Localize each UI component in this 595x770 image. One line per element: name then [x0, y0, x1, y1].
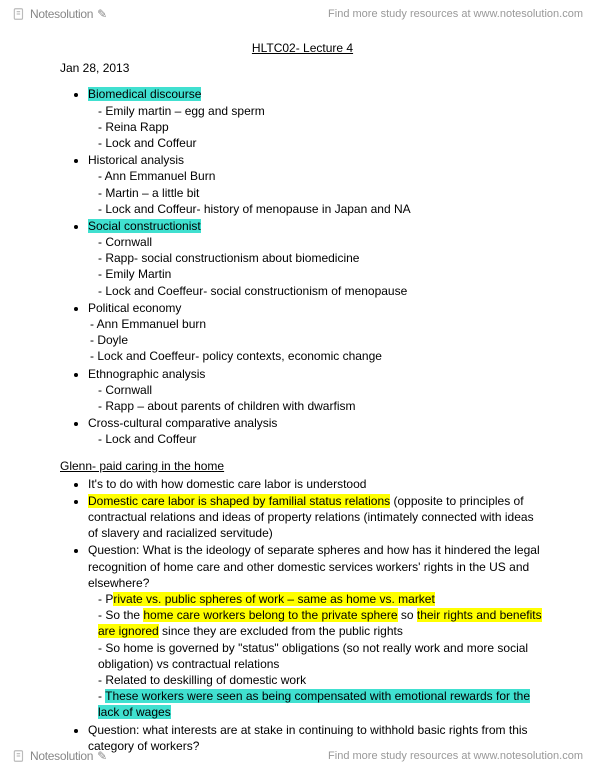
list-item: Question: What is the ideology of separa…: [88, 542, 545, 720]
note-icon: [12, 7, 26, 21]
sub-item: So home is governed by "status" obligati…: [98, 640, 545, 672]
footer-bar: Notesolution ✎ Find more study resources…: [0, 742, 595, 770]
list-item: Social constructionist Cornwall Rapp- so…: [88, 218, 545, 299]
text: Question: What is the ideology of separa…: [88, 543, 540, 589]
sub-item: Lock and Coffeur: [98, 431, 545, 447]
pencil-icon: ✎: [97, 749, 107, 763]
sub-item: Cornwall: [98, 382, 545, 398]
sub-item: Lock and Coffeur- history of menopause i…: [98, 201, 545, 217]
sub-item: Ann Emmanuel burn: [90, 316, 545, 332]
document-body: HLTC02- Lecture 4 Jan 28, 2013 Biomedica…: [60, 40, 545, 730]
list-item: Cross-cultural comparative analysis Lock…: [88, 415, 545, 447]
sub-item: So the home care workers belong to the p…: [98, 607, 545, 639]
list-item: Historical analysis Ann Emmanuel Burn Ma…: [88, 152, 545, 217]
highlighted-text: Biomedical discourse: [88, 87, 201, 101]
footer-promo: Find more study resources at www.notesol…: [328, 750, 583, 762]
highlighted-text: rivate vs. public spheres of work – same…: [113, 592, 434, 606]
highlighted-text: These workers were seen as being compens…: [98, 689, 530, 719]
text: so: [398, 608, 417, 622]
highlighted-text: Social constructionist: [88, 219, 201, 233]
doc-title: HLTC02- Lecture 4: [60, 40, 545, 56]
sub-item: Reina Rapp: [98, 119, 545, 135]
item-label: Cross-cultural comparative analysis: [88, 416, 277, 430]
sub-item: Martin – a little bit: [98, 185, 545, 201]
pencil-icon: ✎: [97, 7, 107, 21]
sub-item: Doyle: [90, 332, 545, 348]
sub-item: Rapp- social constructionism about biome…: [98, 250, 545, 266]
sub-item: These workers were seen as being compens…: [98, 688, 545, 720]
brand-logo: Notesolution ✎: [12, 7, 107, 21]
brand-name-footer: Notesolution: [30, 749, 93, 763]
sub-item: Emily martin – egg and sperm: [98, 103, 545, 119]
note-icon: [12, 749, 26, 763]
header-bar: Notesolution ✎ Find more study resources…: [0, 0, 595, 28]
list-item: Domestic care labor is shaped by familia…: [88, 493, 545, 542]
highlighted-text: Domestic care labor is shaped by familia…: [88, 494, 390, 508]
sub-item: Lock and Coeffeur- policy contexts, econ…: [90, 348, 545, 364]
item-label: Political economy: [88, 301, 181, 315]
sub-item: Cornwall: [98, 234, 545, 250]
sub-item: Lock and Coffeur: [98, 135, 545, 151]
list-item: It's to do with how domestic care labor …: [88, 476, 545, 492]
doc-date: Jan 28, 2013: [60, 60, 545, 76]
item-label: Historical analysis: [88, 153, 184, 167]
text: since they are excluded from the public …: [159, 624, 403, 638]
sub-item: Private vs. public spheres of work – sam…: [98, 591, 545, 607]
sub-item: Rapp – about parents of children with dw…: [98, 398, 545, 414]
sub-item: Related to deskilling of domestic work: [98, 672, 545, 688]
brand-logo-footer: Notesolution ✎: [12, 749, 107, 763]
text: So the: [105, 608, 143, 622]
list-item: Ethnographic analysis Cornwall Rapp – ab…: [88, 366, 545, 415]
sub-item: Ann Emmanuel Burn: [98, 168, 545, 184]
header-promo: Find more study resources at www.notesol…: [328, 8, 583, 20]
list-item: Biomedical discourse Emily martin – egg …: [88, 86, 545, 151]
sub-item: Emily Martin: [98, 266, 545, 282]
brand-name: Notesolution: [30, 7, 93, 21]
sub-item: Lock and Coeffeur- social constructionis…: [98, 283, 545, 299]
section2-list: It's to do with how domestic care labor …: [60, 476, 545, 754]
list-item: Political economy Ann Emmanuel burn Doyl…: [88, 300, 545, 365]
outline-list: Biomedical discourse Emily martin – egg …: [60, 86, 545, 447]
section-heading: Glenn- paid caring in the home: [60, 458, 545, 474]
item-label: Ethnographic analysis: [88, 367, 205, 381]
highlighted-text: home care workers belong to the private …: [143, 608, 397, 622]
